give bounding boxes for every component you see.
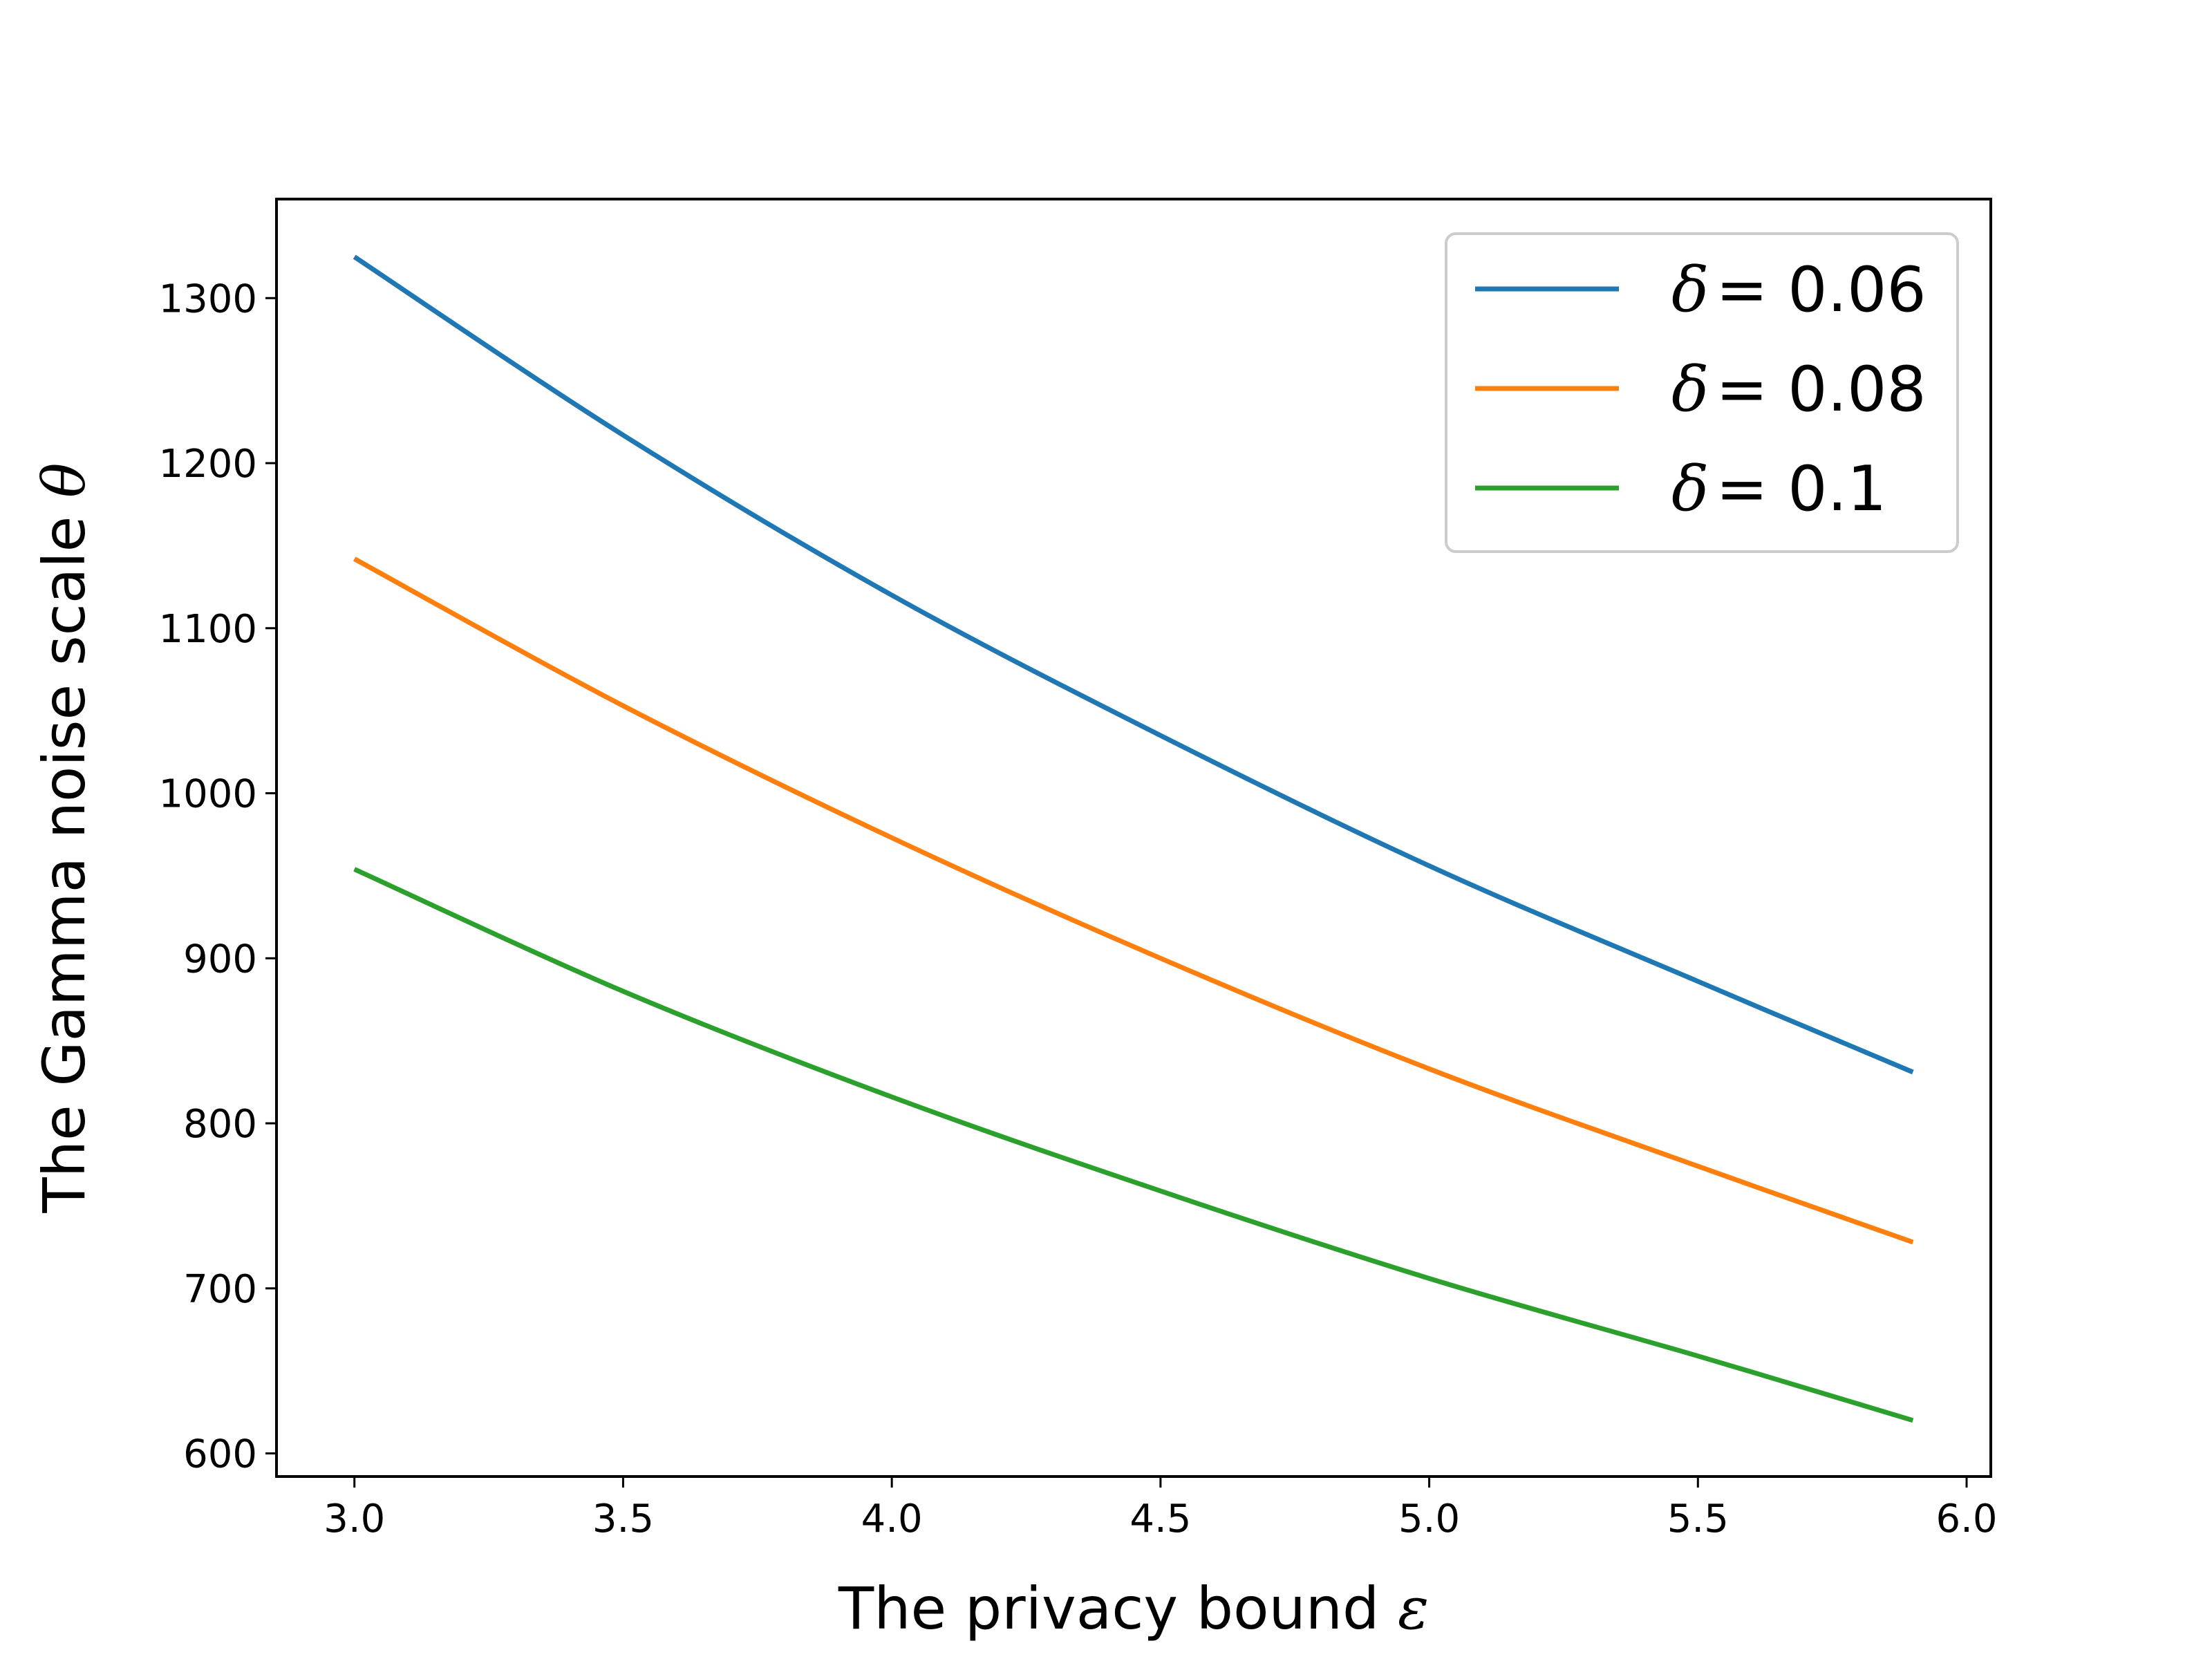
x-axis-ticks: 3.0 3.5 4.0 4.5 5.0 5.5 6.0 (324, 1477, 1998, 1541)
y-tick-label: 1000 (158, 772, 257, 817)
series-line-1 (353, 254, 1914, 1075)
legend-label-1: δ = 0.06 (1671, 254, 1927, 326)
y-axis-symbol: θ (30, 462, 98, 498)
series-lines (353, 254, 1914, 1423)
y-tick-label: 1300 (158, 276, 257, 321)
legend-value-3: = 0.1 (1716, 453, 1886, 525)
x-tick-label: 3.5 (592, 1497, 654, 1541)
y-tick-label: 1100 (158, 607, 257, 652)
x-axis-label: The privacy bound ε (838, 1575, 1429, 1642)
legend: δ = 0.06δ = 0.08δ = 0.1 (1445, 232, 1959, 553)
x-tick-label: 5.5 (1667, 1497, 1729, 1541)
legend-value-2: = 0.08 (1716, 353, 1926, 426)
legend-symbol-2: δ (1671, 353, 1709, 426)
y-tick-label: 900 (183, 937, 257, 982)
x-tick-label: 4.5 (1130, 1497, 1191, 1541)
x-axis-symbol: ε (1398, 1575, 1429, 1642)
y-axis-ticks: 600 700 800 900 1000 1100 1200 1300 (158, 276, 276, 1477)
legend-symbol-3: δ (1671, 453, 1709, 525)
y-tick-label: 700 (183, 1267, 257, 1312)
y-tick-label: 800 (183, 1102, 257, 1147)
x-tick-label: 3.0 (324, 1497, 385, 1541)
y-tick-label: 600 (183, 1432, 257, 1477)
y-tick-label: 1200 (158, 442, 257, 487)
legend-value-1: = 0.06 (1716, 254, 1926, 326)
legend-symbol-1: δ (1671, 254, 1709, 326)
x-tick-label: 5.0 (1398, 1497, 1460, 1541)
legend-box (1445, 232, 1959, 553)
x-tick-label: 6.0 (1936, 1497, 1997, 1541)
x-tick-label: 4.0 (861, 1497, 923, 1541)
legend-label-3: δ = 0.1 (1671, 453, 1886, 525)
plot-frame (275, 198, 1992, 1478)
series-line-3 (353, 867, 1914, 1423)
legend-label-2: δ = 0.08 (1671, 353, 1927, 426)
y-axis-label: The Gamma noise scale θ (30, 462, 98, 1213)
series-line-2 (353, 556, 1914, 1245)
legend-entries: δ = 0.06δ = 0.08δ = 0.1 (1475, 254, 1927, 525)
